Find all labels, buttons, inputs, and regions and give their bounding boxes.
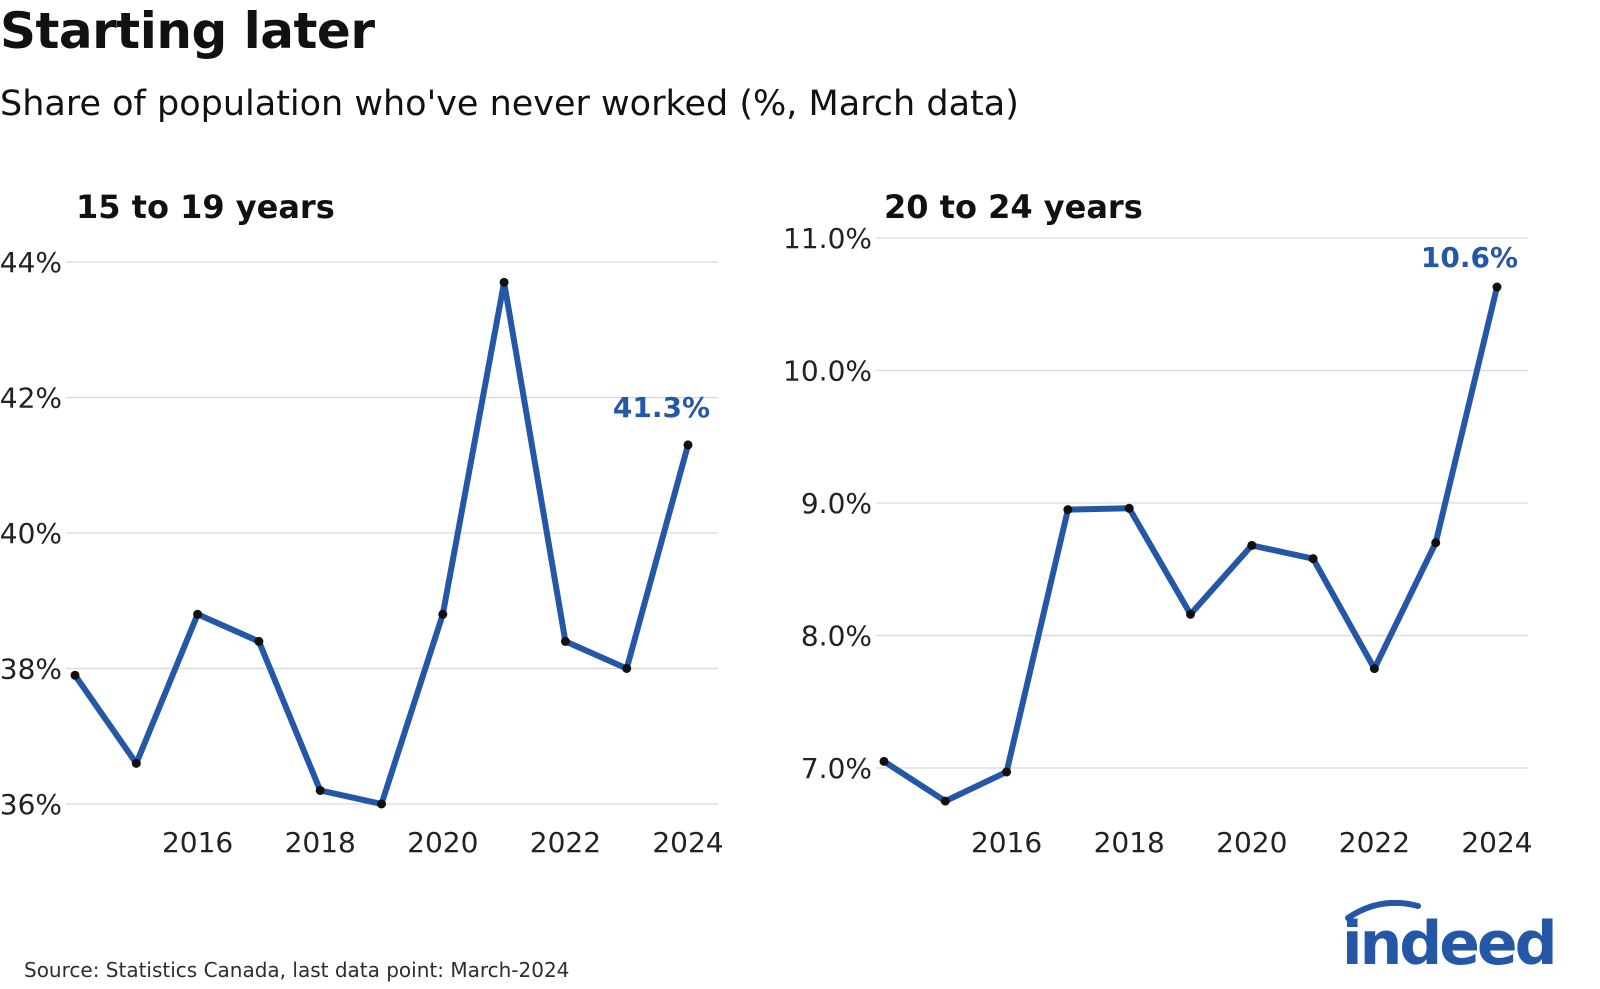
source-note: Source: Statistics Canada, last data poi… — [24, 958, 570, 982]
x-tick-label: 2016 — [162, 826, 233, 859]
x-tick-label: 2016 — [971, 826, 1042, 859]
y-tick-label: 38% — [0, 653, 62, 686]
x-tick-label: 2020 — [407, 826, 478, 859]
data-point — [193, 609, 203, 619]
end-value-label: 10.6% — [1421, 241, 1518, 274]
data-point — [560, 636, 570, 646]
x-tick-label: 2022 — [1339, 826, 1410, 859]
data-point — [254, 636, 264, 646]
data-point — [1431, 538, 1441, 548]
data-point — [131, 758, 141, 768]
indeed-logo: indeed — [1342, 900, 1558, 970]
y-tick-label: 8.0% — [801, 620, 872, 653]
x-tick-label: 2024 — [652, 826, 723, 859]
data-point — [683, 440, 693, 450]
data-point — [499, 277, 509, 287]
svg-text:indeed: indeed — [1342, 909, 1555, 970]
y-tick-label: 10.0% — [783, 355, 872, 388]
series-line — [881, 284, 1500, 805]
chart-subtitle: Share of population who've never worked … — [0, 84, 1019, 124]
y-tick-label: 40% — [0, 517, 62, 550]
data-point — [438, 609, 448, 619]
x-tick-label: 2020 — [1216, 826, 1287, 859]
data-point — [622, 664, 632, 673]
data-point — [1247, 540, 1257, 550]
data-point — [377, 799, 386, 809]
y-tick-label: 9.0% — [801, 487, 872, 520]
data-point — [70, 670, 80, 680]
x-tick-label: 2022 — [530, 826, 601, 859]
data-point — [1186, 609, 1195, 619]
end-value-label: 41.3% — [613, 391, 710, 424]
y-tick-label: 11.0% — [783, 222, 872, 255]
data-point — [1308, 554, 1318, 564]
x-tick-label: 2018 — [1094, 826, 1165, 859]
data-point — [1369, 664, 1379, 674]
y-tick-label: 44% — [0, 246, 62, 279]
y-tick-label: 36% — [0, 788, 62, 821]
panel-title-20-24: 20 to 24 years — [884, 188, 1143, 226]
y-tick-label: 42% — [0, 382, 62, 415]
data-point — [1492, 282, 1502, 292]
data-point — [1063, 505, 1073, 515]
x-tick-label: 2024 — [1461, 826, 1532, 859]
data-point — [1002, 767, 1012, 777]
data-point — [315, 785, 325, 795]
series-line — [72, 279, 691, 807]
panel-20-24: 7.0% 8.0% 9.0% 10.0% 11.0% 2016 2018 2020 2022 20… — [783, 222, 1533, 859]
panel-title-15-19: 15 to 19 years — [76, 188, 335, 226]
y-tick-label: 7.0% — [801, 752, 872, 785]
chart-title: Starting later — [0, 2, 375, 60]
panel-15-19: 36% 38% 40% 42% 44% 2016 2018 2020 2022 2024 41.3% — [0, 246, 724, 859]
data-point — [1124, 503, 1134, 513]
x-tick-label: 2018 — [285, 826, 356, 859]
data-point — [940, 796, 950, 806]
data-point — [879, 756, 889, 766]
